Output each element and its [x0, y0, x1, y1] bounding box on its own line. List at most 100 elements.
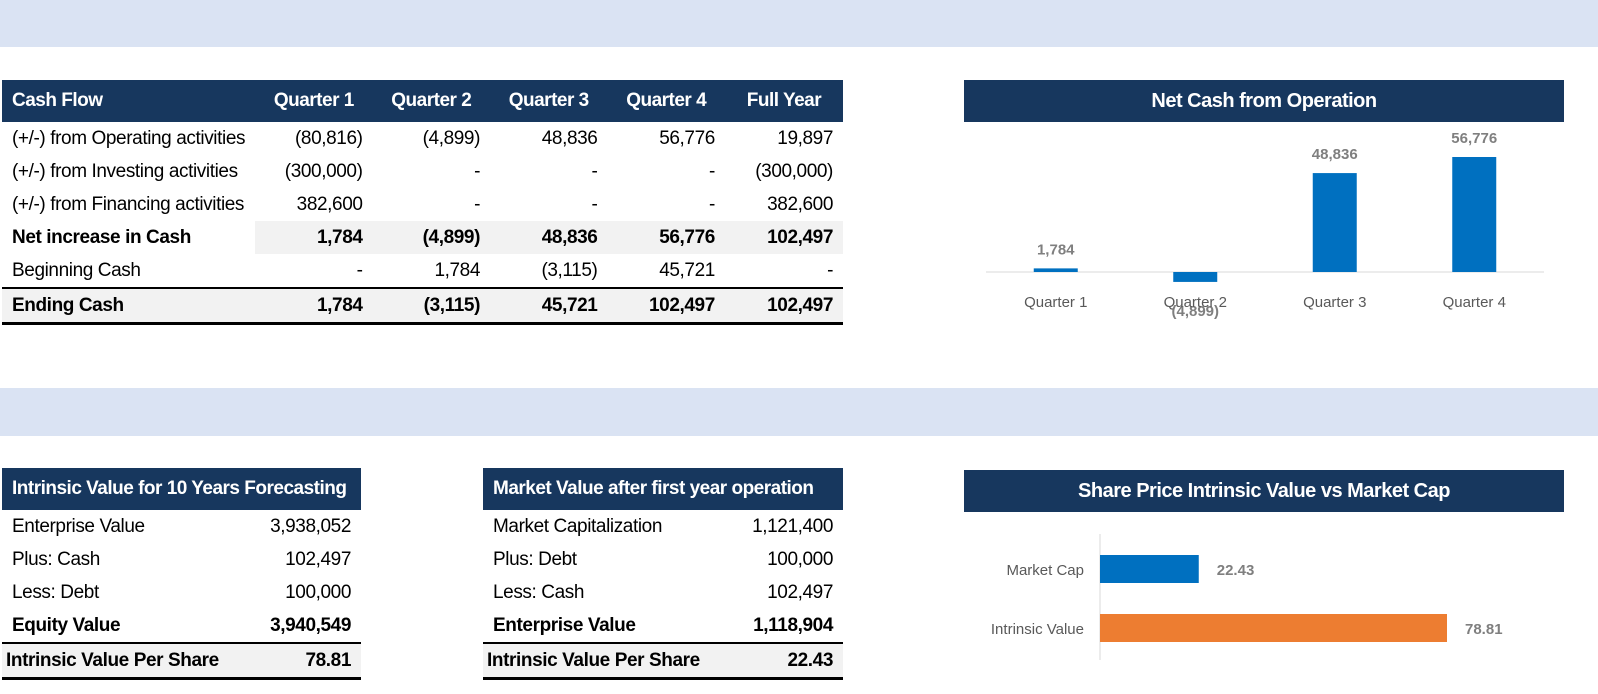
- row-label: Intrinsic Value Per Share: [483, 642, 723, 680]
- row-label: Equity Value: [12, 614, 121, 636]
- cell-value: -: [591, 160, 598, 182]
- row-label: Plus: Cash: [12, 548, 100, 570]
- row-label: Net increase in Cash: [12, 226, 191, 248]
- table-row: Plus: Cash 102,497: [2, 543, 361, 576]
- category-label: Quarter 4: [1443, 294, 1506, 311]
- intrinsic-value-table: Intrinsic Value for 10 Years Forecasting…: [2, 468, 361, 680]
- cash-flow-table: Cash Flow Quarter 1 Quarter 2 Quarter 3 …: [2, 80, 843, 325]
- cell-value: 56,776: [659, 127, 715, 149]
- table-row-equity-value: Equity Value 3,940,549: [2, 609, 361, 643]
- cell-value: 78.81: [241, 642, 361, 680]
- cell-value: 382,600: [767, 193, 833, 215]
- cell-value: (4,899): [372, 221, 490, 254]
- table-row-net-increase: Net increase in Cash 1,784 (4,899) 48,83…: [2, 221, 843, 254]
- cell-value: 100,000: [285, 581, 351, 603]
- net-cash-chart: 1,784 Quarter 1 (4,899)Quarter 2 48,836 Quar…: [986, 130, 1544, 320]
- cell-value: (80,816): [294, 127, 363, 149]
- bar-quarter-1: [1033, 268, 1078, 272]
- share-price-chart-title: Share Price Intrinsic Value vs Market Ca…: [964, 470, 1564, 512]
- cell-value: -: [827, 259, 833, 281]
- table-row-per-share: Intrinsic Value Per Share 22.43: [483, 642, 843, 680]
- data-label: 1,784: [1037, 241, 1075, 258]
- quarter-3-header: Quarter 3: [490, 80, 608, 122]
- cell-value: -: [708, 160, 715, 182]
- cell-value: 48,836: [490, 221, 608, 254]
- cell-value: 22.43: [723, 642, 843, 680]
- bar-quarter-4: [1452, 157, 1497, 272]
- data-label: (4,899): [1171, 303, 1219, 320]
- cell-value: 102,497: [724, 221, 843, 254]
- cell-value: -: [356, 259, 363, 281]
- row-label: Market Capitalization: [493, 515, 663, 537]
- cell-value: (3,115): [541, 259, 598, 281]
- row-label: (+/-) from Operating activities: [12, 127, 246, 149]
- category-label: Quarter 1: [1024, 294, 1087, 311]
- table-row: Less: Cash 102,497: [483, 576, 843, 609]
- row-label: (+/-) from Financing activities: [12, 193, 245, 215]
- bar-market-cap: [1100, 555, 1199, 583]
- market-value-header: Market Value after first year operation: [483, 468, 843, 510]
- cell-value: -: [474, 160, 480, 182]
- net-cash-chart-title: Net Cash from Operation: [964, 80, 1564, 122]
- category-label: Market Cap: [1006, 562, 1084, 579]
- row-label: Enterprise Value: [12, 515, 145, 537]
- cell-value: 45,721: [490, 287, 608, 325]
- table-row: (+/-) from Operating activities (80,816)…: [2, 122, 843, 155]
- table-row: Enterprise Value 3,938,052: [2, 510, 361, 543]
- data-label: 22.43: [1217, 562, 1255, 579]
- quarter-1-header: Quarter 1: [255, 80, 373, 122]
- cell-value: 56,776: [607, 221, 725, 254]
- cell-value: 19,897: [777, 127, 833, 149]
- cell-value: 102,497: [724, 287, 843, 325]
- cell-value: 382,600: [296, 193, 363, 215]
- row-label: Less: Cash: [493, 581, 585, 603]
- cell-value: 102,497: [285, 548, 351, 570]
- table-row: Plus: Debt 100,000: [483, 543, 843, 576]
- row-label: Enterprise Value: [493, 614, 636, 636]
- full-year-header: Full Year: [724, 80, 843, 122]
- bar-quarter-2: [1173, 272, 1218, 282]
- row-label: Less: Debt: [12, 581, 99, 603]
- bar-quarter-3: [1312, 173, 1357, 272]
- cell-value: (3,115): [372, 287, 490, 325]
- cell-value: 1,784: [255, 221, 373, 254]
- cell-value: 1,121,400: [752, 515, 833, 537]
- share-price-chart: 22.43 Market Cap 78.81 Intrinsic Value: [991, 534, 1503, 660]
- cell-value: -: [474, 193, 480, 215]
- row-label: Intrinsic Value Per Share: [2, 642, 241, 680]
- row-label: Ending Cash: [2, 287, 256, 325]
- cell-value: 102,497: [767, 581, 833, 603]
- table-row-enterprise-value: Enterprise Value 1,118,904: [483, 609, 843, 643]
- data-label: 56,776: [1451, 130, 1497, 147]
- row-label: (+/-) from Investing activities: [12, 160, 238, 182]
- cell-value: 3,938,052: [270, 515, 351, 537]
- cell-value: 100,000: [767, 548, 833, 570]
- data-label: 78.81: [1465, 621, 1503, 638]
- cell-value: 1,784: [434, 259, 480, 281]
- cell-value: 1,118,904: [753, 614, 833, 636]
- cell-value: 45,721: [659, 259, 715, 281]
- table-row: (+/-) from Investing activities (300,000…: [2, 155, 843, 188]
- intrinsic-value-header: Intrinsic Value for 10 Years Forecasting: [2, 468, 361, 510]
- table-row: (+/-) from Financing activities 382,600 …: [2, 188, 843, 221]
- cell-value: -: [591, 193, 598, 215]
- category-label: Quarter 3: [1303, 294, 1366, 311]
- middle-section-band: [0, 388, 1598, 436]
- table-row: Market Capitalization 1,121,400: [483, 510, 843, 543]
- market-value-table: Market Value after first year operation …: [483, 468, 843, 680]
- quarter-4-header: Quarter 4: [607, 80, 725, 122]
- cell-value: -: [708, 193, 715, 215]
- table-row: Less: Debt 100,000: [2, 576, 361, 609]
- cell-value: 3,940,549: [270, 614, 351, 636]
- quarter-2-header: Quarter 2: [372, 80, 490, 122]
- row-label: Plus: Debt: [493, 548, 577, 570]
- row-label: Beginning Cash: [12, 259, 141, 281]
- table-row: Beginning Cash - 1,784 (3,115) 45,721 -: [2, 254, 843, 288]
- cell-value: 48,836: [541, 127, 598, 149]
- cell-value: (300,000): [284, 160, 363, 182]
- cell-value: 1,784: [255, 287, 373, 325]
- table-row-per-share: Intrinsic Value Per Share 78.81: [2, 642, 361, 680]
- bar-intrinsic-value: [1100, 614, 1447, 642]
- category-label: Quarter 2: [1164, 294, 1227, 311]
- data-label: 48,836: [1312, 146, 1358, 163]
